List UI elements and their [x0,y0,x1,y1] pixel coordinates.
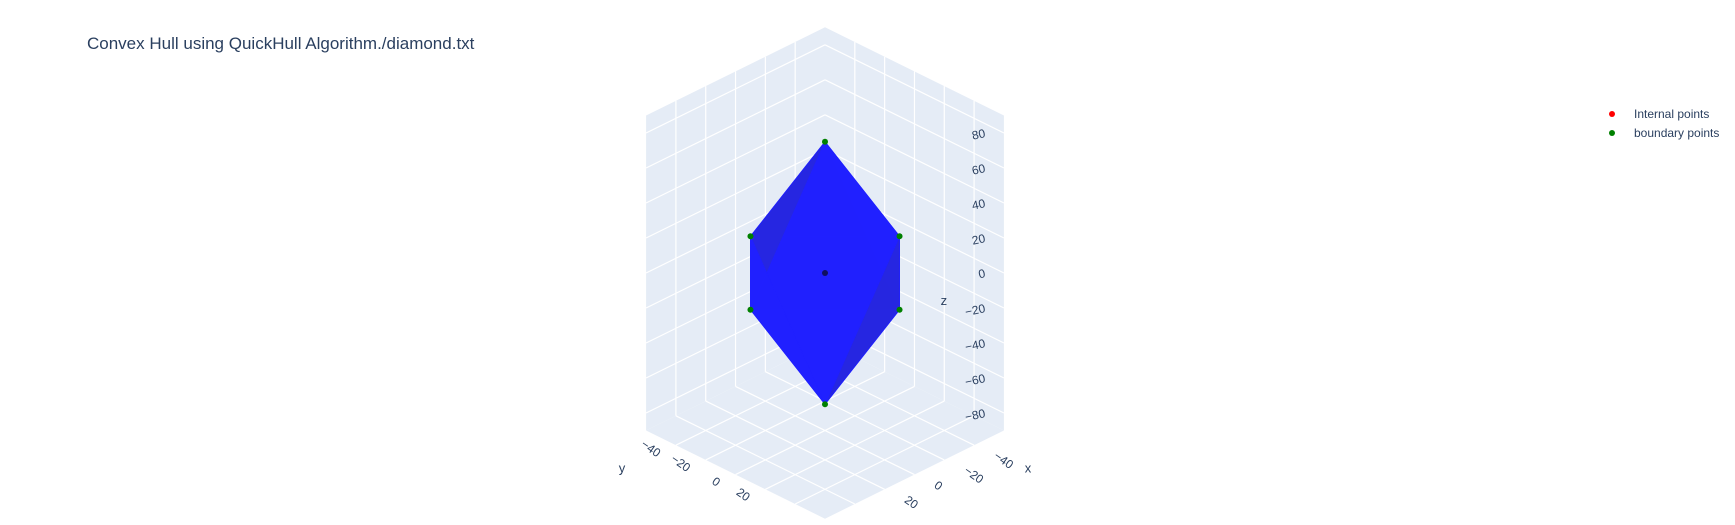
legend-marker-internal-points [1609,111,1615,117]
boundary-point[interactable] [897,307,903,313]
boundary-point[interactable] [747,233,753,239]
y-tick-label: −40 [639,437,664,460]
boundary-point[interactable] [822,401,828,407]
x-tick-label: −40 [991,449,1016,472]
x-axis-title: x [1025,460,1032,475]
y-tick-label: 0 [709,474,723,489]
x-tick-label: 20 [902,493,921,512]
boundary-point[interactable] [897,233,903,239]
y-tick-label: 20 [734,485,753,504]
legend-label-boundary-points: boundary points [1634,126,1719,140]
boundary-point[interactable] [822,139,828,145]
legend: Internal points boundary points [1602,104,1719,142]
x-tick-label: 0 [932,478,946,493]
z-axis-title: z [941,293,948,308]
internal-point[interactable] [822,270,828,276]
y-axis-title: y [619,460,626,475]
x-tick-label: −20 [962,463,987,486]
y-tick-label: −20 [668,452,693,475]
boundary-point[interactable] [747,307,753,313]
legend-marker-boundary-points [1609,130,1615,136]
legend-item-boundary-points[interactable]: boundary points [1602,123,1719,142]
legend-item-internal-points[interactable]: Internal points [1602,104,1719,123]
legend-label-internal-points: Internal points [1634,107,1709,121]
